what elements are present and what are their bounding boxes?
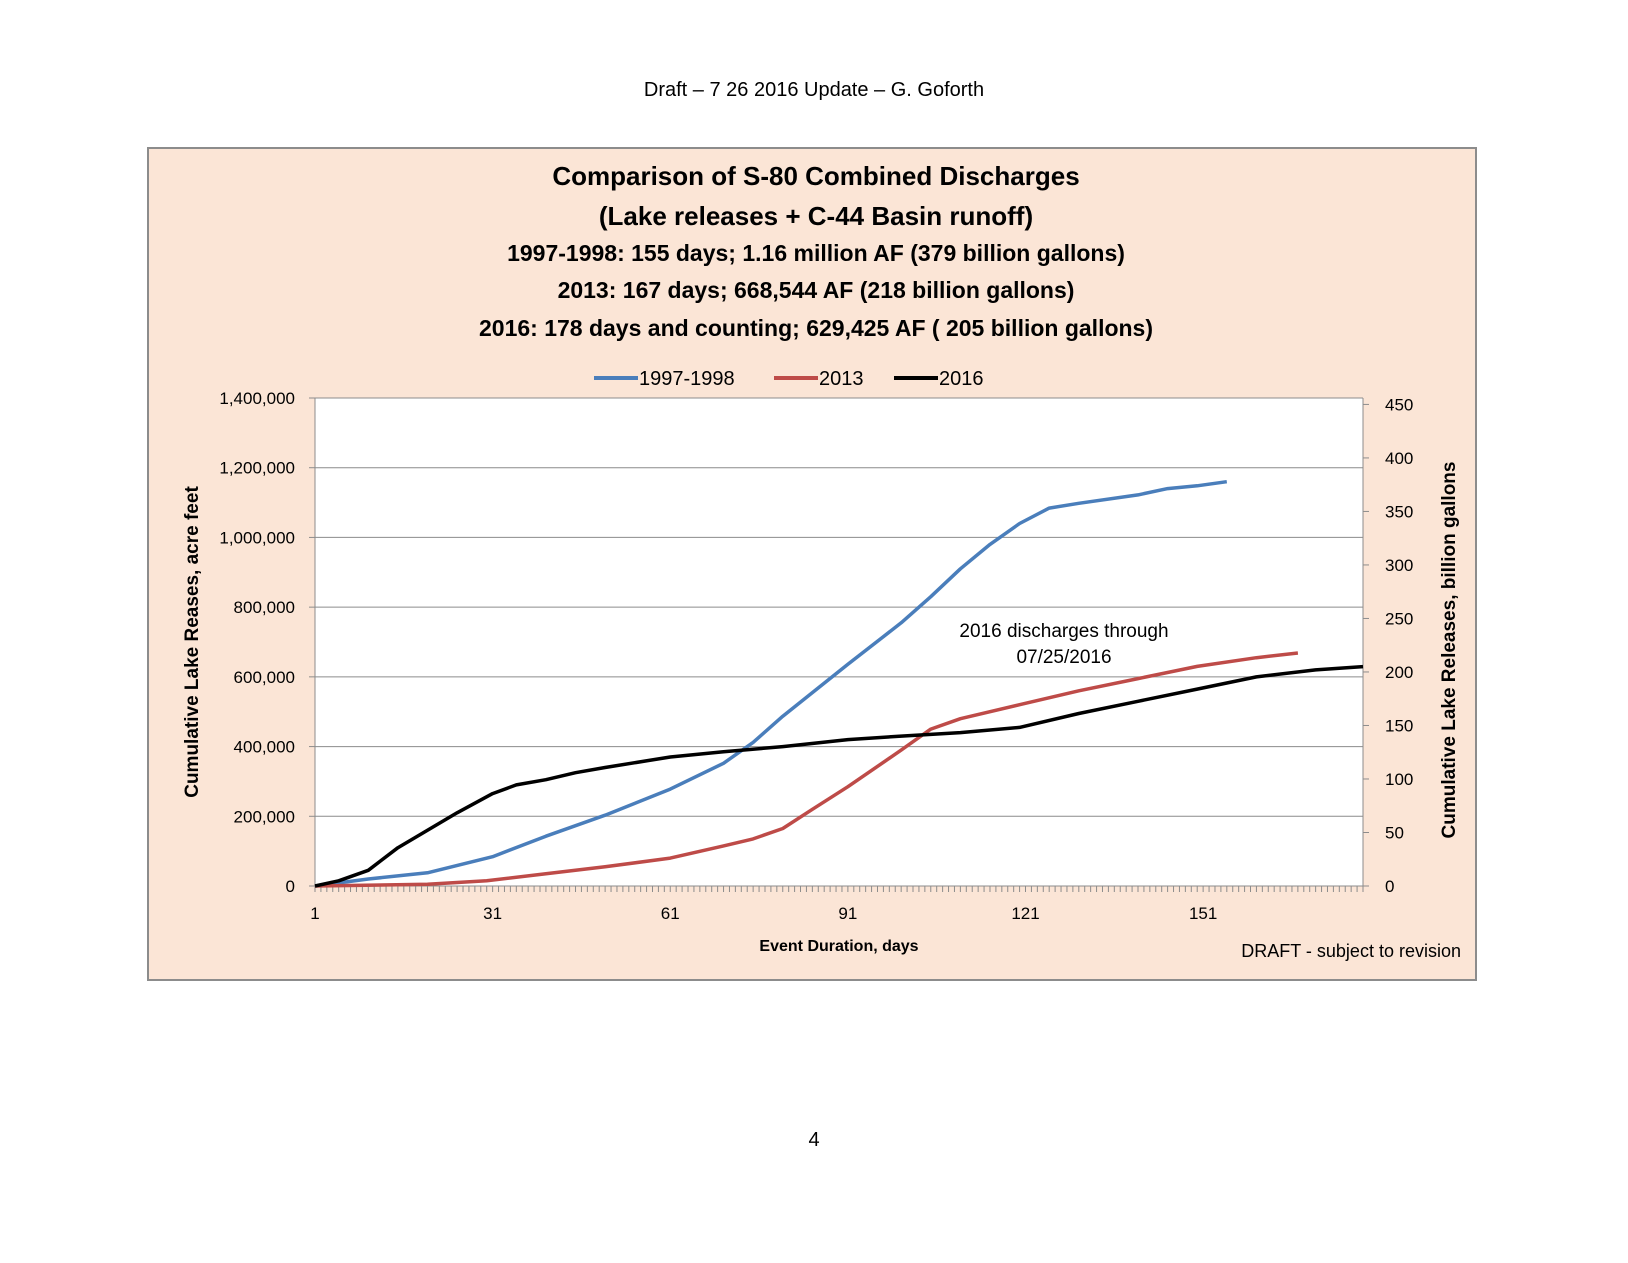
y-tick-label: 600,000 — [234, 668, 295, 687]
series-line-2013 — [314, 651, 1299, 888]
y-tick-label: 1,200,000 — [219, 459, 295, 478]
legend-label-1997-1998: 1997-1998 — [639, 368, 735, 390]
y2-tick-label: 300 — [1385, 556, 1413, 575]
y2-tick-label: 100 — [1385, 770, 1413, 789]
gridlines — [315, 397, 1363, 817]
y2-axis-label: Cumulative Lake Releases, billion gallon… — [1439, 462, 1460, 839]
y-tick-label: 0 — [286, 877, 295, 896]
x-tick-label: 31 — [483, 904, 502, 923]
legend-label-2013: 2013 — [819, 368, 864, 390]
y2-tick-label: 250 — [1385, 609, 1413, 628]
page-number: 4 — [808, 1129, 819, 1151]
chart-subtitle-3: 2013: 167 days; 668,544 AF (218 billion … — [558, 277, 1075, 303]
page-header: Draft – 7 26 2016 Update – G. Goforth — [644, 79, 984, 101]
series-line-1997-1998 — [314, 479, 1228, 888]
axes: 0 200,000 400,000 600,000 800,000 1,000,000 1,… — [219, 389, 1413, 923]
legend-label-2016: 2016 — [939, 368, 984, 390]
y2-tick-label: 50 — [1385, 823, 1404, 842]
y-tick-label: 800,000 — [234, 598, 295, 617]
y2-tick-label: 350 — [1385, 502, 1413, 521]
x-tick-label: 91 — [838, 904, 857, 923]
annotation-line-1: 2016 discharges through — [959, 621, 1168, 642]
y2-tick-label: 400 — [1385, 449, 1413, 468]
annotation-line-2: 07/25/2016 — [1016, 647, 1111, 668]
y2-tick-label: 200 — [1385, 663, 1413, 682]
plot-area — [315, 398, 1363, 886]
y-tick-label: 200,000 — [234, 807, 295, 826]
chart-subtitle-1: (Lake releases + C-44 Basin runoff) — [599, 201, 1033, 231]
x-axis-label: Event Duration, days — [759, 938, 918, 955]
chart-title: Comparison of S-80 Combined Discharges — [552, 161, 1079, 191]
y-axis-label: Cumulative Lake Reases, acre feet — [182, 486, 203, 798]
series-line-2016 — [314, 664, 1364, 888]
legend: 1997-1998 2013 2016 — [594, 368, 984, 390]
x-tick-label: 121 — [1011, 904, 1039, 923]
series-lines — [314, 479, 1364, 888]
x-tick-label: 1 — [310, 904, 319, 923]
y2-tick-label: 450 — [1385, 395, 1413, 414]
x-tick-label: 61 — [661, 904, 680, 923]
y-tick-label: 1,400,000 — [219, 389, 295, 408]
draft-watermark: DRAFT - subject to revision — [1241, 941, 1461, 961]
chart-subtitle-4: 2016: 178 days and counting; 629,425 AF … — [479, 315, 1153, 341]
y-tick-label: 400,000 — [234, 738, 295, 757]
y-tick-label: 1,000,000 — [219, 528, 295, 547]
y2-tick-label: 150 — [1385, 716, 1413, 735]
x-tick-label: 151 — [1189, 904, 1217, 923]
chart-subtitle-2: 1997-1998: 155 days; 1.16 million AF (37… — [507, 240, 1125, 266]
y2-tick-label: 0 — [1385, 877, 1394, 896]
